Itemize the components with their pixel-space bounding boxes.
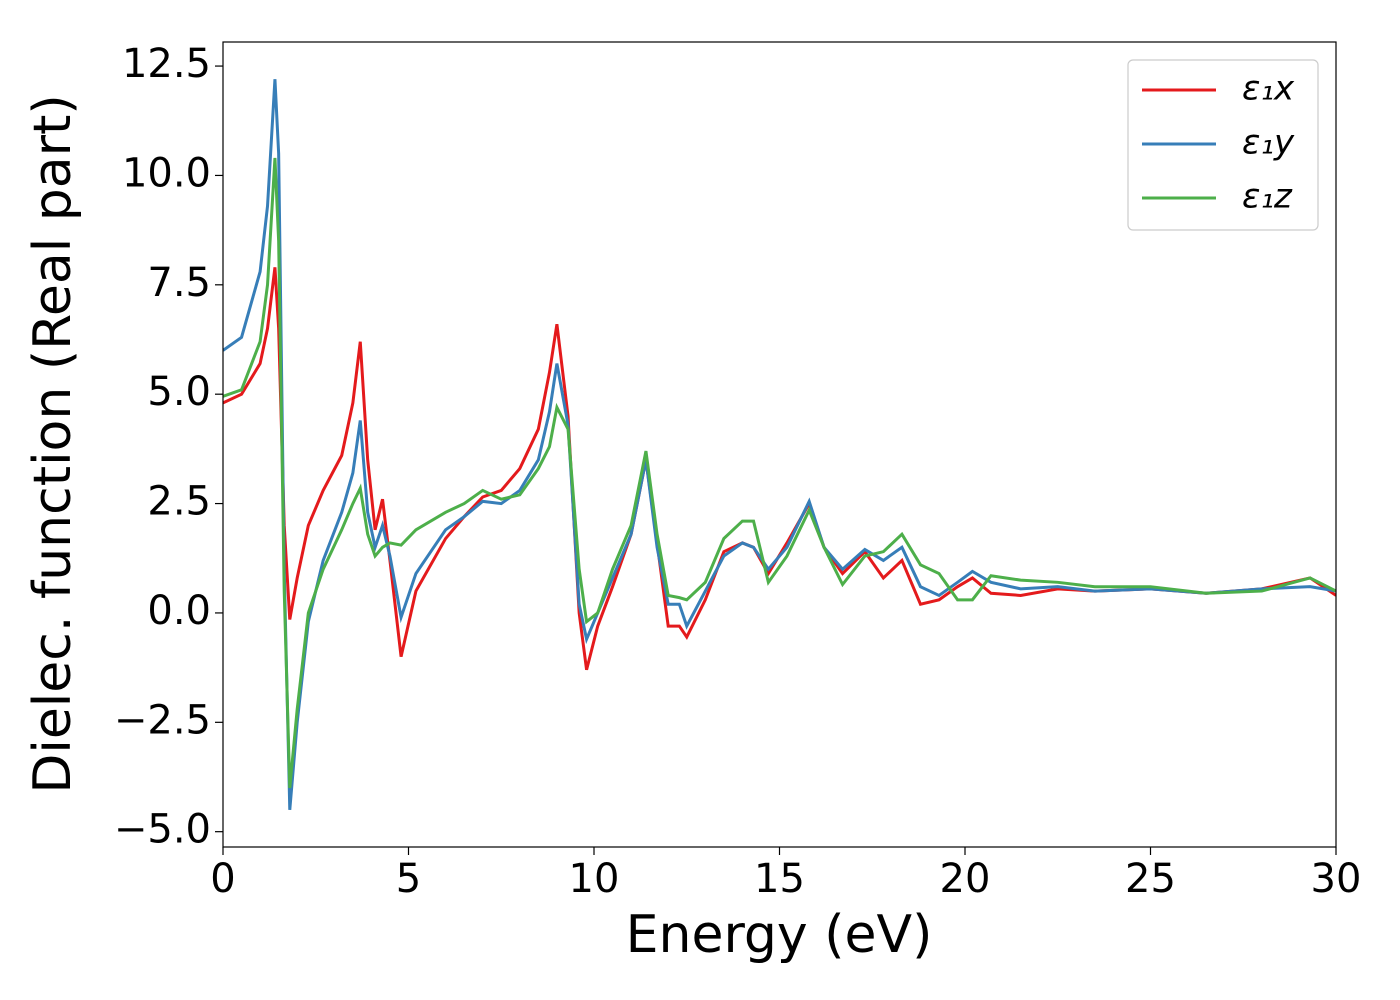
- y-axis-label: Dielec. function (Real part): [23, 94, 83, 793]
- y-tick-label: 0.0: [147, 588, 211, 634]
- legend-label: ε₁z: [1242, 177, 1293, 217]
- data-line: [223, 267, 1336, 671]
- x-tick-label: 25: [1125, 856, 1176, 902]
- x-tick-label: 10: [569, 856, 620, 902]
- y-tick-label: 2.5: [147, 479, 211, 525]
- x-tick-label: 20: [940, 856, 991, 902]
- y-tick-label: 10.0: [122, 150, 211, 196]
- y-tick-label: 12.5: [122, 41, 211, 87]
- data-line: [223, 157, 1336, 789]
- x-tick-label: 5: [396, 856, 421, 902]
- x-axis-label: Energy (eV): [626, 905, 933, 965]
- y-tick-label: −5.0: [114, 807, 211, 853]
- x-tick-label: 0: [210, 856, 235, 902]
- y-tick-label: 5.0: [147, 369, 211, 415]
- x-tick-label: 15: [754, 856, 805, 902]
- y-tick-label: −2.5: [114, 697, 211, 743]
- y-tick-label: 7.5: [147, 260, 211, 306]
- x-tick-label: 30: [1311, 856, 1362, 902]
- legend-label: ε₁y: [1242, 123, 1295, 163]
- legend-box: [1127, 59, 1319, 231]
- legend-label: ε₁x: [1242, 69, 1295, 109]
